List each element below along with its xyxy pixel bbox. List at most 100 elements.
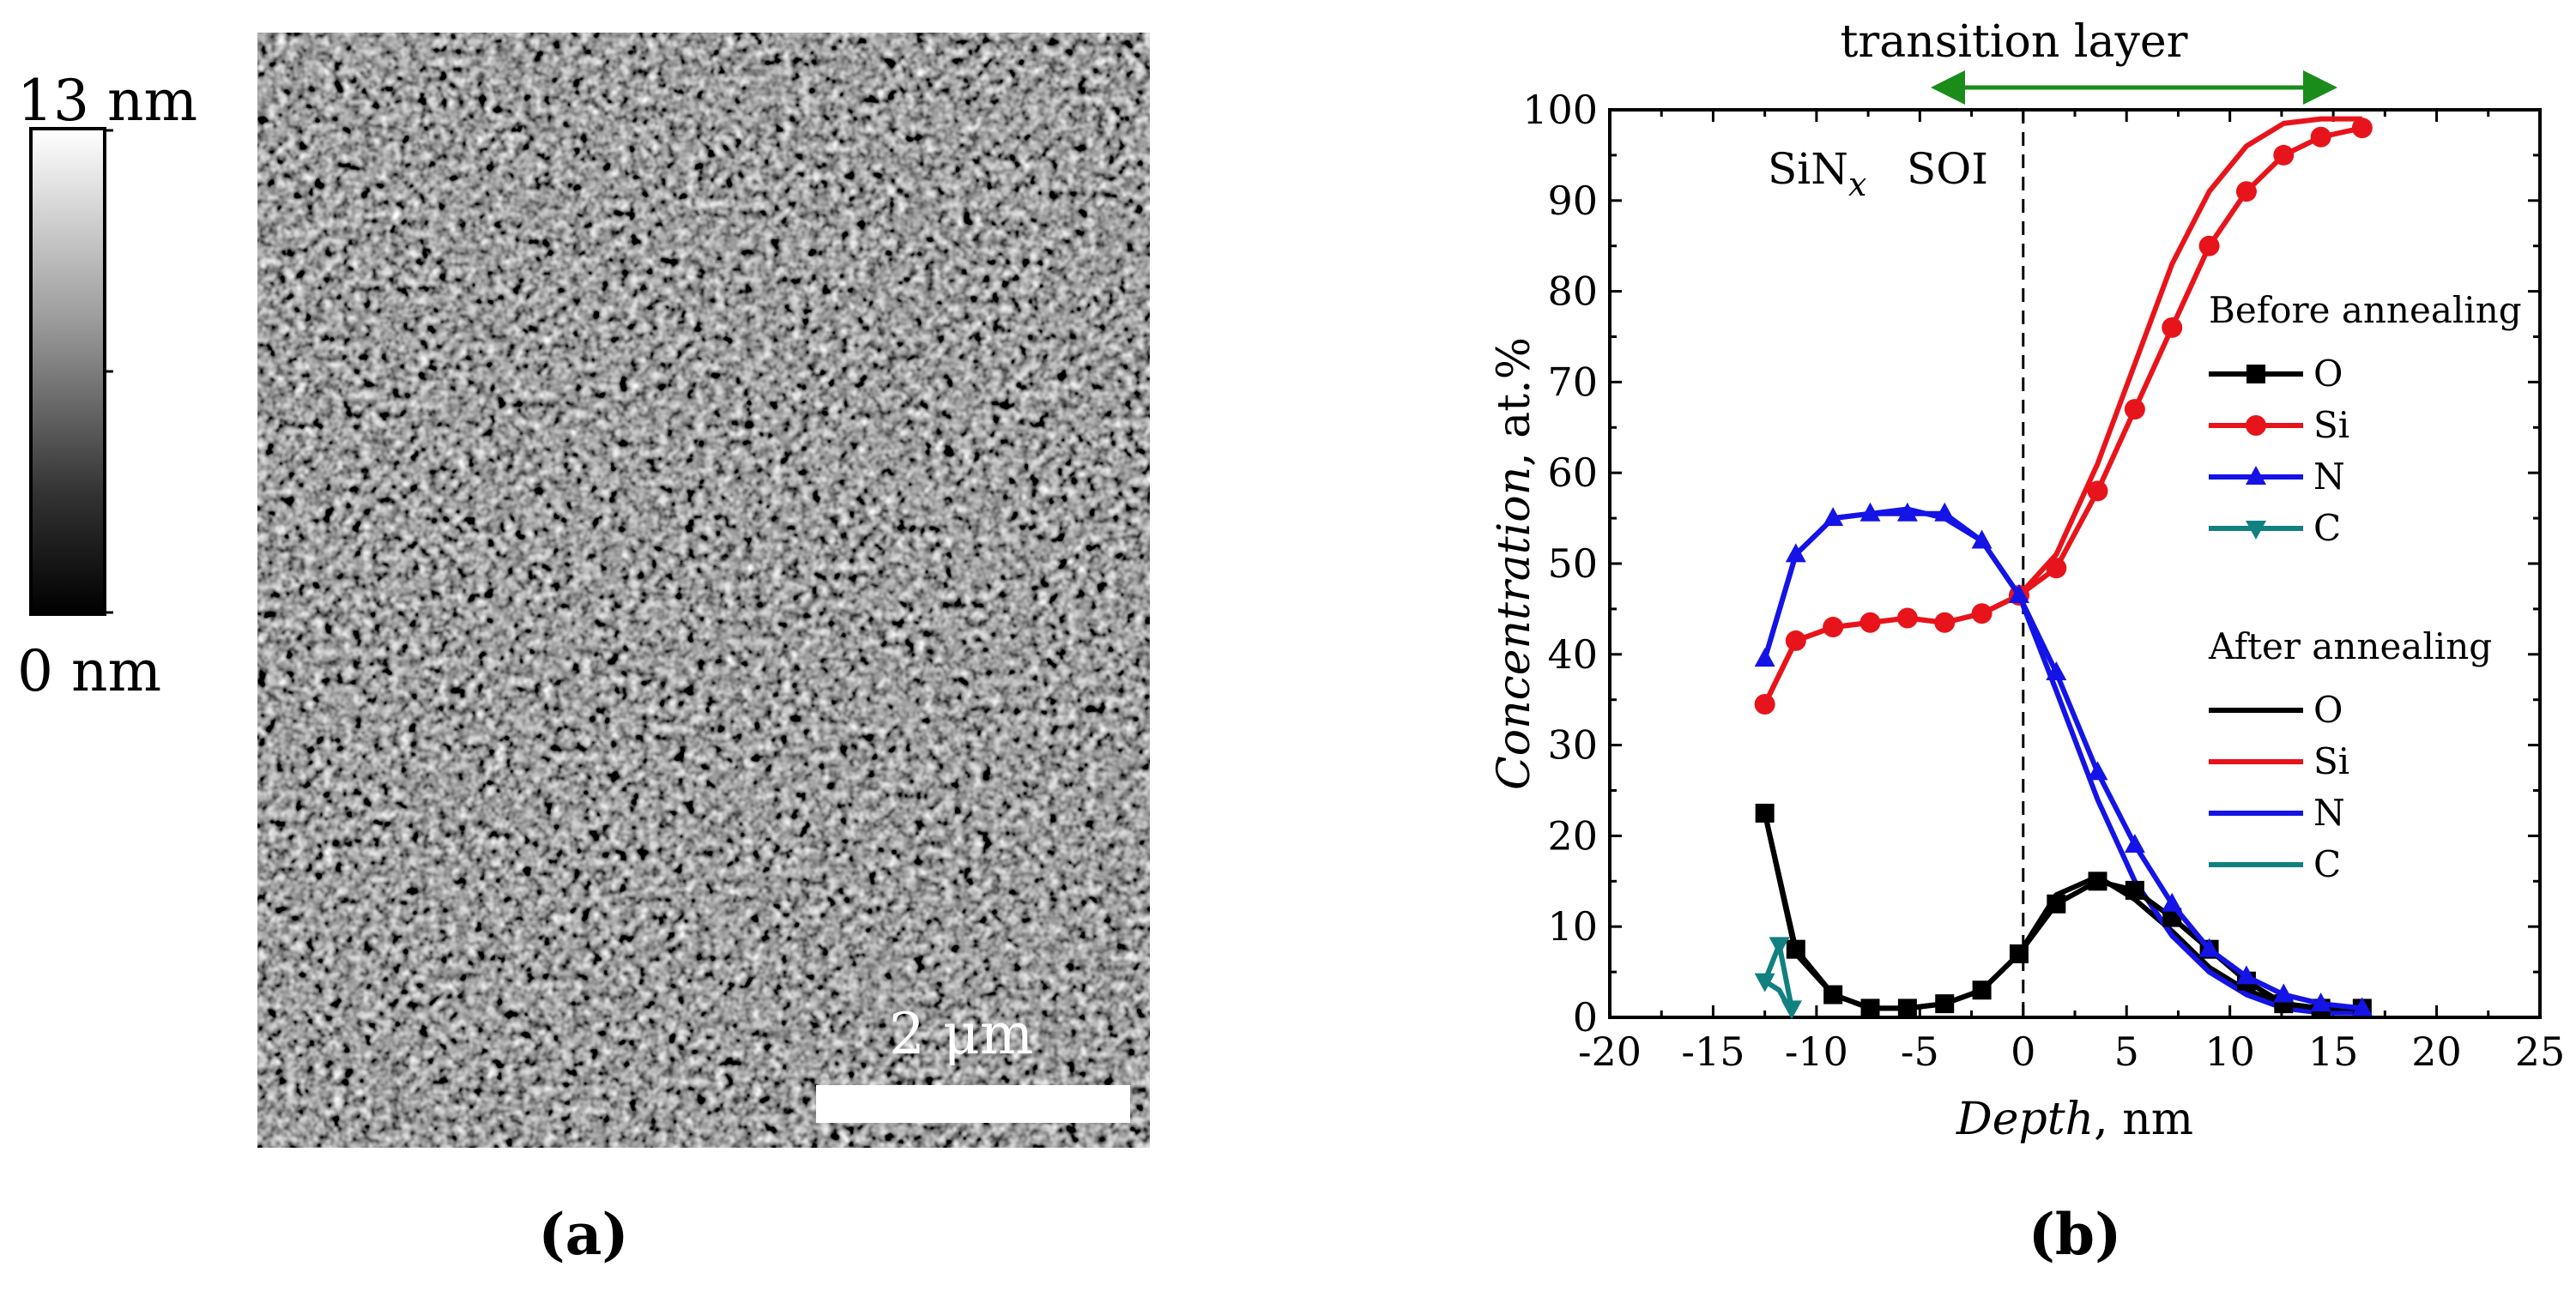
legend-label-after-c: C	[2313, 843, 2341, 885]
legend-marker-before-c	[2246, 521, 2266, 540]
panel-a: 13 nm 0 nm 2 μm (a)	[0, 0, 1201, 1288]
point-before-si	[1785, 630, 1806, 651]
depth-profile-chart: transition layer SiNx SOI -20 -15 -10 -5 0 5 1…	[1489, 16, 2565, 1268]
legend-marker-before-o	[2246, 365, 2265, 383]
series-group	[1754, 116, 2373, 1020]
y-tick-label: 80	[1547, 268, 1598, 315]
point-before-n	[2087, 761, 2108, 781]
legend-label-before-si: Si	[2313, 404, 2349, 446]
point-before-o	[1755, 803, 1775, 823]
sinx-label: SiNx	[1768, 144, 1866, 203]
point-before-n	[2008, 584, 2029, 604]
x-tick-label: 0	[2011, 1029, 2035, 1075]
point-before-o	[2125, 880, 2144, 900]
transition-layer-label: transition layer	[1840, 16, 2187, 68]
axis-ticks: -20 -15 -10 -5 0 5 10 15 20 25 0 10 20 30 40 50 60 70 80 90…	[1522, 87, 2565, 1075]
y-tick-label: 40	[1547, 631, 1598, 678]
series-before-o	[1755, 803, 2372, 1018]
point-before-si	[2162, 317, 2183, 338]
series-before-si	[1754, 118, 2373, 715]
panel-a-label: (a)	[538, 1201, 628, 1268]
point-before-n	[1934, 502, 1956, 522]
series-before-c	[1754, 937, 1802, 1020]
point-before-n	[1971, 529, 1992, 549]
point-before-si	[1934, 612, 1956, 633]
point-before-si	[1859, 612, 1881, 633]
legend: Before annealing After annealing OSiNCOS…	[2208, 289, 2522, 885]
scale-bar	[816, 1085, 1130, 1123]
plot-frame	[1608, 108, 2542, 1019]
point-before-c	[1781, 1000, 1802, 1020]
point-before-n	[2124, 833, 2145, 853]
y-tick-label: 100	[1522, 87, 1598, 133]
soi-label: SOI	[1907, 144, 1988, 194]
point-before-o	[1823, 985, 1843, 1004]
line-before-si	[1763, 125, 2363, 706]
x-tick-label: -5	[1901, 1029, 1939, 1075]
x-tick-label: -10	[1785, 1029, 1848, 1075]
x-axis-title: Depth, nm	[1956, 1094, 2193, 1145]
point-before-si	[2273, 144, 2295, 166]
legend-marker-before-n	[2246, 466, 2266, 485]
point-before-o	[2088, 872, 2107, 891]
legend-label-after-si: Si	[2313, 740, 2349, 782]
series-after-si	[1763, 116, 2362, 706]
afm-image	[257, 33, 1150, 1148]
point-before-n	[1823, 507, 1844, 527]
x-tick-label: 15	[2308, 1029, 2359, 1075]
panel-b-label: (b)	[2029, 1201, 2122, 1268]
x-tick-label: -15	[1681, 1029, 1745, 1075]
colorbar	[29, 127, 106, 616]
x-tick-label: -20	[1578, 1029, 1642, 1075]
colorbar-max-label: 13 nm	[17, 68, 197, 134]
panel-b: transition layer SiNx SOI -20 -15 -10 -5 0 5 1…	[1287, 0, 2576, 1288]
point-before-si	[1754, 693, 1775, 715]
point-before-si	[2351, 118, 2373, 139]
point-before-o	[2009, 944, 2029, 963]
point-before-n	[2162, 892, 2183, 912]
y-tick-label: 10	[1547, 903, 1598, 950]
series-before-n	[1754, 502, 2373, 1017]
panel-a-svg: 13 nm 0 nm 2 μm (a)	[17, 33, 1150, 1268]
y-tick-label: 20	[1547, 812, 1598, 859]
legend-label-before-c: C	[2313, 507, 2341, 549]
point-before-si	[1823, 617, 1844, 638]
legend-label-before-o: O	[2313, 353, 2343, 395]
legend-heading-before: Before annealing	[2209, 289, 2522, 331]
y-axis-title: Concentration, at.%	[1489, 337, 1540, 790]
point-before-n	[2310, 992, 2331, 1012]
point-before-n	[1785, 543, 1806, 563]
point-before-si	[1896, 607, 1918, 629]
point-before-n	[2273, 983, 2295, 1003]
point-before-n	[2198, 938, 2220, 957]
legend-marker-before-si	[2246, 415, 2266, 436]
point-before-o	[2047, 894, 2066, 914]
point-before-o	[1935, 994, 1955, 1014]
point-before-n	[2351, 997, 2373, 1017]
y-tick-label: 30	[1547, 722, 1598, 769]
point-before-o	[1972, 980, 1992, 1000]
legend-label-after-n: N	[2313, 792, 2345, 834]
point-before-o	[1897, 998, 1917, 1018]
point-before-si	[2198, 235, 2220, 256]
legend-label-after-o: O	[2313, 689, 2343, 731]
colorbar-min-label: 0 nm	[17, 638, 161, 704]
x-tick-label: 25	[2515, 1029, 2566, 1075]
point-before-si	[2235, 181, 2257, 202]
line-after-si	[1763, 116, 2362, 706]
y-tick-label: 60	[1547, 449, 1598, 496]
point-before-c	[1769, 937, 1790, 956]
point-before-si	[2046, 558, 2067, 579]
scale-bar-label: 2 μm	[889, 1001, 1033, 1067]
point-before-o	[1860, 998, 1880, 1018]
point-before-si	[1971, 603, 1992, 624]
point-before-c	[1754, 973, 1775, 992]
point-before-o	[1786, 939, 1805, 959]
y-tick-label: 90	[1547, 178, 1598, 224]
x-tick-label: 10	[2204, 1029, 2255, 1075]
y-tick-label: 50	[1547, 540, 1598, 587]
x-tick-label: 5	[2114, 1029, 2139, 1075]
legend-label-before-n: N	[2313, 455, 2345, 498]
y-tick-label: 0	[1573, 994, 1598, 1041]
